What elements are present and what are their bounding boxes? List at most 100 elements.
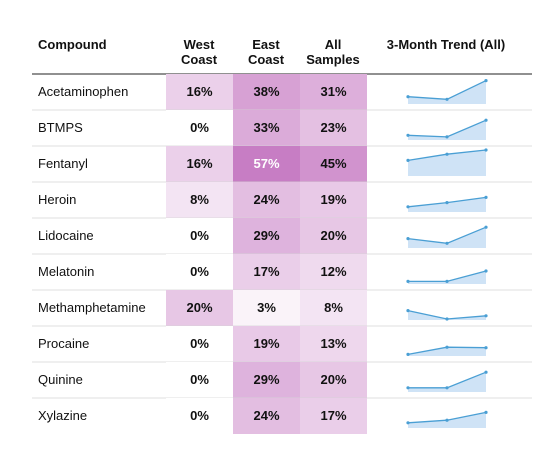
compound-name: Heroin	[38, 192, 76, 207]
value-east: 33%	[253, 120, 279, 135]
value-all: 31%	[320, 84, 346, 99]
value-east: 29%	[253, 372, 279, 387]
table-body: 16% 38% 31% Acetaminophen 0% 33% 23% BTMPS 16% 57…	[32, 73, 532, 434]
sparkline-point	[484, 314, 488, 318]
compound-name: Quinine	[38, 372, 83, 387]
heat-cell-all	[300, 182, 367, 218]
value-east: 19%	[253, 336, 279, 351]
compound-name: Lidocaine	[38, 228, 94, 243]
value-all: 19%	[320, 192, 346, 207]
sparkline-point	[445, 317, 449, 321]
sparkline-point	[445, 345, 449, 349]
heat-cell-east	[233, 74, 300, 110]
sparkline-point	[484, 370, 488, 374]
heat-cell-west	[166, 146, 233, 182]
value-west: 16%	[186, 156, 212, 171]
heat-cell-west	[166, 74, 233, 110]
table-row: 0% 24% 17% Xylazine	[38, 398, 488, 434]
sparkline-point	[406, 421, 410, 425]
value-east: 57%	[253, 156, 279, 171]
value-east: 24%	[253, 408, 279, 423]
sparkline-point	[445, 386, 449, 390]
value-west: 0%	[190, 228, 209, 243]
table-row: 0% 33% 23% BTMPS	[32, 110, 532, 147]
heat-cell-west	[166, 218, 233, 254]
heat-cell-east	[233, 146, 300, 182]
heat-cell-east	[233, 362, 300, 398]
heat-cell-east	[233, 218, 300, 254]
value-west: 20%	[186, 300, 212, 315]
heat-cell-east	[233, 110, 300, 146]
table-row: 8% 24% 19% Heroin	[32, 182, 532, 219]
value-all: 12%	[320, 264, 346, 279]
heat-cell-all	[300, 74, 367, 110]
value-all: 45%	[320, 156, 346, 171]
heat-cell-west	[166, 182, 233, 218]
heat-cell-east	[233, 398, 300, 434]
sparkline-point	[406, 352, 410, 356]
sparkline-area	[408, 271, 486, 284]
sparkline-area	[408, 227, 486, 248]
heat-cell-west	[166, 290, 233, 326]
value-east: 29%	[253, 228, 279, 243]
sparkline-point	[406, 95, 410, 99]
sparkline-area	[408, 120, 486, 140]
sparkline-point	[406, 309, 410, 313]
sparkline-point	[484, 79, 488, 83]
header-west-line1: West	[184, 37, 215, 52]
value-west: 0%	[190, 408, 209, 423]
sparkline-area	[408, 372, 486, 392]
table-row: 0% 19% 13% Procaine	[32, 326, 532, 363]
value-all: 20%	[320, 372, 346, 387]
value-west: 0%	[190, 336, 209, 351]
sparkline-point	[406, 205, 410, 209]
sparkline-point	[445, 418, 449, 422]
sparkline-point	[484, 346, 488, 350]
heat-cell-west	[166, 110, 233, 146]
compound-name: Acetaminophen	[38, 84, 128, 99]
sparkline-point	[406, 158, 410, 162]
sparkline-point	[484, 195, 488, 199]
heat-cell-all	[300, 254, 367, 290]
sparkline-point	[406, 279, 410, 283]
sparkline-point	[484, 118, 488, 122]
header-trend: 3-Month Trend (All)	[387, 37, 505, 52]
table-row: 0% 17% 12% Melatonin	[32, 254, 532, 291]
sparkline-point	[445, 97, 449, 101]
heat-cell-all	[300, 326, 367, 362]
table-row: 20% 3% 8% Methamphetamine	[32, 290, 532, 327]
sparkline-point	[484, 269, 488, 273]
sparkline-point	[484, 148, 488, 152]
sparkline-point	[445, 241, 449, 245]
value-all: 23%	[320, 120, 346, 135]
heat-cell-east	[233, 290, 300, 326]
value-west: 8%	[190, 192, 209, 207]
heat-cell-west	[166, 326, 233, 362]
header-compound: Compound	[38, 37, 107, 52]
heat-cell-all	[300, 110, 367, 146]
sparkline-area	[408, 150, 486, 176]
heat-cell-all	[300, 362, 367, 398]
sparkline-point	[445, 279, 449, 283]
sparkline-point	[406, 237, 410, 241]
header-west-line2: Coast	[181, 52, 218, 67]
sparkline-point	[406, 386, 410, 390]
heat-cell-east	[233, 326, 300, 362]
value-west: 0%	[190, 264, 209, 279]
heat-cell-all	[300, 290, 367, 326]
value-all: 13%	[320, 336, 346, 351]
sparkline-point	[445, 135, 449, 139]
table-row: 0% 29% 20% Quinine	[32, 362, 532, 399]
value-west: 0%	[190, 372, 209, 387]
value-east: 17%	[253, 264, 279, 279]
heat-cell-west	[166, 398, 233, 434]
header-east-line1: East	[252, 37, 280, 52]
compound-name: Methamphetamine	[38, 300, 146, 315]
compound-name: Xylazine	[38, 408, 87, 423]
header-all-line1: All	[325, 37, 342, 52]
sparkline-point	[445, 152, 449, 156]
compound-name: Fentanyl	[38, 156, 88, 171]
value-east: 3%	[257, 300, 276, 315]
compound-name: BTMPS	[38, 120, 83, 135]
heat-cell-all	[300, 398, 367, 434]
